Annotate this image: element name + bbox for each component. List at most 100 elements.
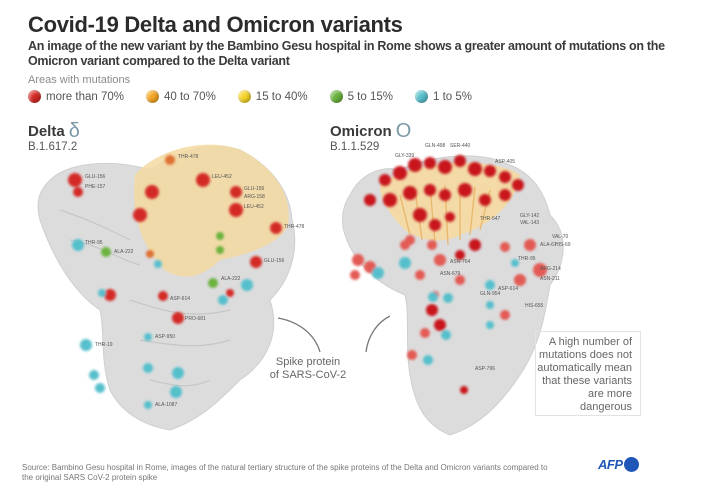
mutation-red <box>158 291 168 301</box>
mutation-red <box>226 289 234 297</box>
residue-label: VAL-143 <box>520 220 539 226</box>
omicron-spike-protein-image: GLY-446 GLN-498 SER-440 GLY-339 ASP-405 … <box>342 143 571 436</box>
mutation-cyan <box>241 279 253 291</box>
residue-label: ASP-796 <box>475 366 495 372</box>
residue-label: ASP-950 <box>155 334 175 340</box>
omicron-protein-rbd-region <box>380 162 520 241</box>
legend-label: more than 70% <box>46 90 124 103</box>
mutation-red <box>73 187 83 197</box>
legend-item-green: 5 to 15% <box>329 90 393 103</box>
mutation-green <box>216 246 224 254</box>
legend-item-red: more than 70% <box>28 90 124 103</box>
residue-label: ASP-405 <box>495 159 515 165</box>
residue-label: GLN-954 <box>480 291 501 297</box>
residue-label: THR-95 <box>518 256 536 262</box>
mutation-red <box>145 185 159 199</box>
residue-label: GLU-156 <box>85 174 106 180</box>
residue-label: PRO-681 <box>185 316 206 322</box>
residue-label: GLU-156 <box>244 186 265 192</box>
omicron-heading: Omicron O <box>330 120 411 143</box>
delta-name: Delta <box>28 123 65 140</box>
delta-heading: Delta δ <box>28 120 80 143</box>
residue-label: HIS-69 <box>555 242 571 248</box>
legend-label: 5 to 15% <box>347 90 393 103</box>
legend-caption: Areas with mutations <box>28 74 131 86</box>
delta-glyph-icon: δ <box>68 120 80 142</box>
afp-logo: AFP <box>598 457 639 472</box>
residue-label: THR-478 <box>284 224 305 230</box>
omicron-glyph-icon: O <box>395 120 412 142</box>
mutation-red <box>229 203 243 217</box>
legend: more than 70% 40 to 70% 15 to 40% 5 to 1… <box>28 90 494 103</box>
residue-label: GLU-156 <box>264 258 285 264</box>
residue-label: ARG-158 <box>244 194 265 200</box>
residue-label: ASN-764 <box>450 259 471 265</box>
residue-label: GLY-339 <box>395 153 414 159</box>
residue-label: ALA-1087 <box>155 402 177 408</box>
residue-label: ARG-214 <box>540 266 561 272</box>
mutation-cyan <box>218 295 228 305</box>
mutation-red <box>68 173 82 187</box>
delta-code: B.1.617.2 <box>28 141 78 153</box>
legend-dot-orange-icon <box>146 90 159 103</box>
residue-label: VAL-70 <box>552 234 569 240</box>
mutation-red <box>250 256 262 268</box>
mutation-red <box>104 289 116 301</box>
residue-label: PHE-157 <box>85 184 106 190</box>
mutation-cyan <box>95 383 105 393</box>
source-footnote: Source: Bambino Gesu hospital in Rome, i… <box>22 463 548 482</box>
annotation-line-1: Spike protein <box>275 356 341 368</box>
spike-protein-annotation: Spike protein of SARS-CoV-2 <box>258 356 358 382</box>
residue-label: LEU-452 <box>212 174 232 180</box>
mutation-red <box>230 186 242 198</box>
residue-label: LEU-452 <box>244 204 264 210</box>
residue-label: GLY-142 <box>520 213 539 219</box>
mutation-red <box>196 173 210 187</box>
residue-label: THR-547 <box>480 216 501 222</box>
legend-label: 1 to 5% <box>433 90 472 103</box>
disclaimer-note: A high number of mutations does not auto… <box>535 331 641 416</box>
mutation-green <box>208 278 218 288</box>
residue-label: ALA-222 <box>114 249 134 255</box>
mutation-cyan <box>144 333 152 341</box>
legend-item-orange: 40 to 70% <box>146 90 216 103</box>
residue-label: ASP-614 <box>498 286 518 292</box>
residue-label: HIS-655 <box>525 303 544 309</box>
omicron-protein-body <box>342 155 564 436</box>
residue-label: ALA-222 <box>221 276 241 282</box>
page-title: Covid-19 Delta and Omicron variants <box>28 12 403 37</box>
mutation-cyan <box>172 367 184 379</box>
legend-label: 15 to 40% <box>255 90 308 103</box>
legend-dot-red-icon <box>28 90 41 103</box>
residue-label: SER-440 <box>450 143 471 149</box>
mutation-cyan <box>98 289 106 297</box>
afp-logo-dot-icon <box>623 457 639 472</box>
annotation-arrows <box>277 315 390 353</box>
mutation-cyan <box>144 401 152 409</box>
legend-label: 40 to 70% <box>164 90 216 103</box>
residue-label: ASN-211 <box>540 276 560 282</box>
mutation-cyan <box>89 370 99 380</box>
omicron-name: Omicron <box>330 123 392 140</box>
mutation-green <box>101 247 111 257</box>
mutation-red <box>172 312 184 324</box>
mutation-cyan <box>154 260 162 268</box>
page-subtitle: An image of the new variant by the Bambi… <box>28 39 665 68</box>
residue-label: GLN-498 <box>425 143 446 149</box>
mutation-cyan <box>143 363 153 373</box>
delta-protein-rbd-region <box>134 144 289 277</box>
mutation-green <box>216 232 224 240</box>
afp-logo-text: AFP <box>598 457 623 472</box>
mutation-red <box>133 208 147 222</box>
omicron-code: B.1.1.529 <box>330 141 380 153</box>
mutation-cyan <box>72 239 84 251</box>
residue-label: THR-478 <box>178 154 199 160</box>
omicron-mutations <box>350 155 547 394</box>
mutation-cyan <box>80 339 92 351</box>
arrow-to-delta <box>277 317 321 353</box>
mutation-orange <box>165 155 175 165</box>
legend-dot-green-icon <box>329 90 343 103</box>
residue-label: THR-19 <box>95 342 113 348</box>
residue-label: ASP-614 <box>170 296 190 302</box>
mutation-red <box>270 222 282 234</box>
